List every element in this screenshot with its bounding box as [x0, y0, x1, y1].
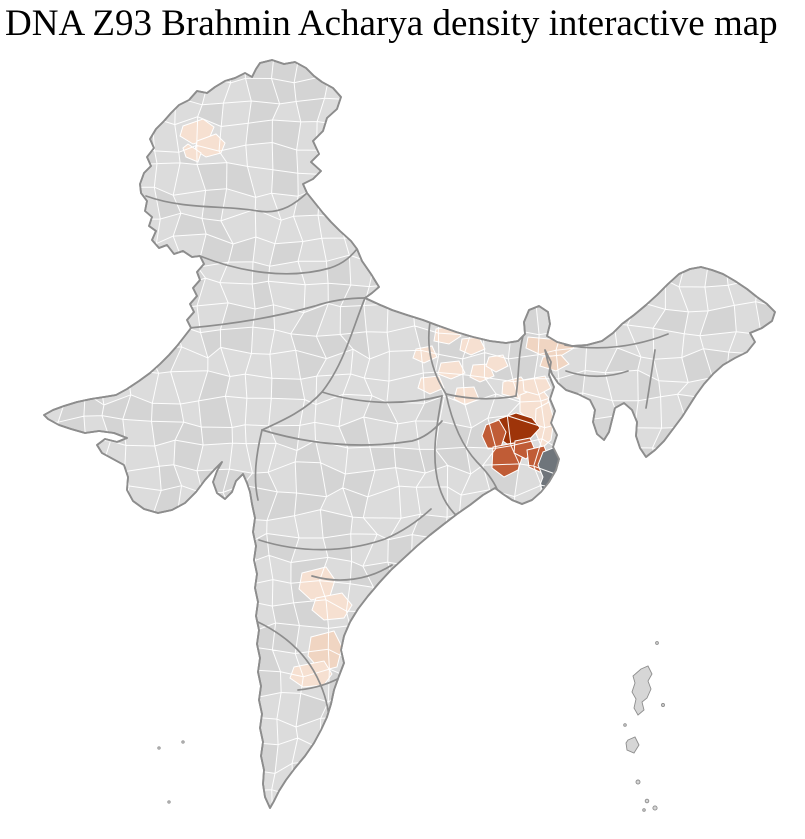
island-dot[interactable] [652, 805, 658, 811]
state-border-bengal-neck [515, 335, 524, 397]
state-border-maharashtra-south [258, 508, 432, 551]
region-bihar-h[interactable] [485, 354, 509, 373]
state-border-bihar-jharkhand [445, 393, 517, 400]
state-border-meghalaya [565, 370, 629, 378]
state-border-gujarat-maharashtra [254, 429, 263, 501]
lakshadweep-islands[interactable] [157, 740, 185, 804]
state-border-hp-punjab [199, 248, 358, 275]
state-border-karnataka-ap [311, 564, 393, 581]
state-border-jk-hp [145, 192, 308, 213]
state-borders [145, 192, 669, 738]
island-dot[interactable] [644, 798, 650, 804]
island-dot[interactable] [157, 746, 161, 750]
state-border-up-bihar [427, 321, 447, 395]
state-border-nagaland-manipur [645, 349, 656, 409]
island-dot[interactable] [167, 800, 171, 804]
island-dot[interactable] [635, 779, 641, 785]
island-dot[interactable] [655, 641, 659, 645]
little-andaman-island[interactable] [625, 736, 640, 754]
andaman-nicobar-islands[interactable] [623, 641, 665, 812]
state-border-rajasthan-north [188, 297, 366, 329]
island-dot[interactable] [181, 740, 185, 744]
island-dot[interactable] [623, 723, 627, 727]
state-border-odisha-chhattisgarh [434, 395, 459, 518]
page-title: DNA Z93 Brahmin Acharya density interact… [5, 3, 778, 44]
state-border-up-mp [321, 391, 443, 404]
region-bengal-fringe-b[interactable] [522, 375, 552, 396]
state-border-mp-maharashtra [261, 420, 443, 446]
andaman-main-island[interactable] [631, 665, 653, 716]
region-nellore[interactable] [307, 630, 343, 672]
island-dot[interactable] [642, 808, 646, 812]
state-border-jharkhand-bengal [445, 393, 498, 490]
island-dot[interactable] [661, 703, 665, 707]
